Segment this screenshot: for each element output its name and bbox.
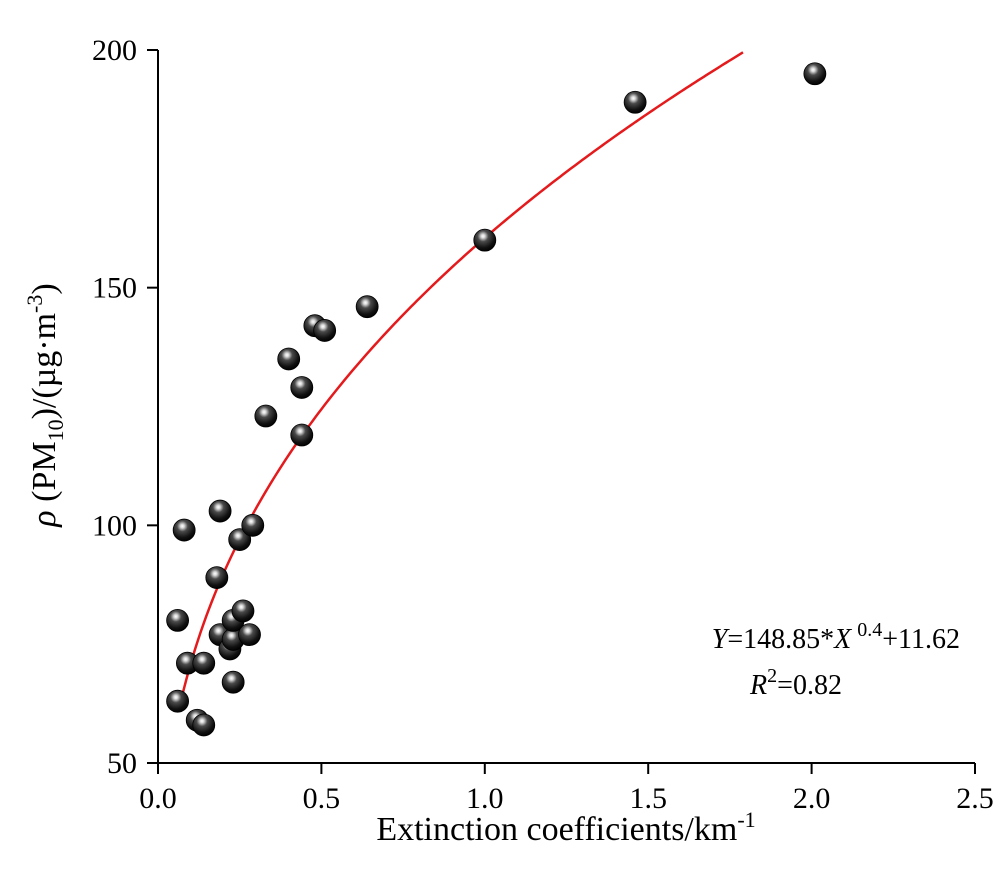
data-point	[205, 566, 229, 590]
data-point	[254, 404, 278, 428]
fit-equation: Y=148.85*X 0.4+11.62	[712, 619, 960, 655]
data-point	[290, 423, 314, 447]
r-squared-r: R	[749, 670, 767, 701]
x-tick-label: 1.0	[466, 782, 504, 815]
x-tick-label: 1.5	[629, 782, 667, 815]
r-squared-sup: 2	[767, 665, 777, 687]
y-tick-label: 50	[107, 747, 137, 780]
data-point	[290, 376, 314, 399]
data-point	[166, 609, 190, 632]
data-point	[192, 651, 216, 675]
x-tick-label: 0.5	[303, 782, 341, 815]
y-axis-title-post: )	[26, 283, 63, 294]
data-point	[172, 518, 196, 542]
data-point	[313, 319, 337, 342]
y-axis-title-subscript: 10	[43, 419, 68, 441]
fit-equation-post: +11.62	[882, 624, 960, 655]
data-point	[803, 62, 827, 86]
x-ticks: 0.0 0.5 1.0 1.5 2.0 2.5	[139, 763, 994, 815]
data-point	[228, 528, 252, 551]
r-squared: R2=0.82	[749, 665, 842, 701]
x-axis-title: Extinction coefficients/km-1	[376, 807, 755, 848]
data-point	[192, 713, 216, 737]
x-tick-label: 2.0	[793, 782, 831, 815]
y-axis-title-superscript: -3	[22, 295, 47, 313]
data-point	[623, 90, 647, 114]
fit-equation-exponent: 0.4	[857, 619, 882, 641]
x-tick-label: 0.0	[139, 782, 177, 815]
y-axis-title: ρ (PM10)/(µg·m-3)	[22, 283, 68, 527]
x-axis-title-superscript: -1	[737, 807, 755, 832]
data-point	[231, 599, 255, 623]
y-tick-label: 100	[92, 509, 137, 542]
y-tick-label: 200	[92, 34, 137, 67]
x-axis-title-text: Extinction coefficients/km	[376, 811, 737, 848]
data-point	[355, 295, 379, 319]
data-point	[241, 513, 265, 537]
axes	[157, 50, 975, 764]
y-axis-title-mid: )/(µg·m	[26, 313, 63, 419]
y-tick-label: 150	[92, 272, 137, 305]
data-point	[473, 228, 497, 252]
data-point	[221, 670, 245, 694]
r-squared-value: =0.82	[777, 670, 842, 701]
y-ticks: 50 100 150 200	[92, 34, 158, 780]
data-point	[166, 689, 190, 713]
y-axis-title-pre: (PM	[26, 441, 63, 510]
fit-equation-mid: =148.85*	[727, 624, 834, 655]
fit-curve	[179, 51, 744, 702]
data-point	[208, 499, 232, 523]
fit-curve-layer	[179, 51, 744, 702]
fit-equation-x: X	[833, 624, 852, 655]
data-point	[277, 347, 301, 371]
x-tick-label: 2.5	[956, 782, 994, 815]
data-point	[238, 623, 261, 647]
data-points	[166, 62, 827, 737]
y-axis-title-rho: ρ	[26, 510, 63, 527]
fit-equation-y: Y	[712, 624, 731, 655]
